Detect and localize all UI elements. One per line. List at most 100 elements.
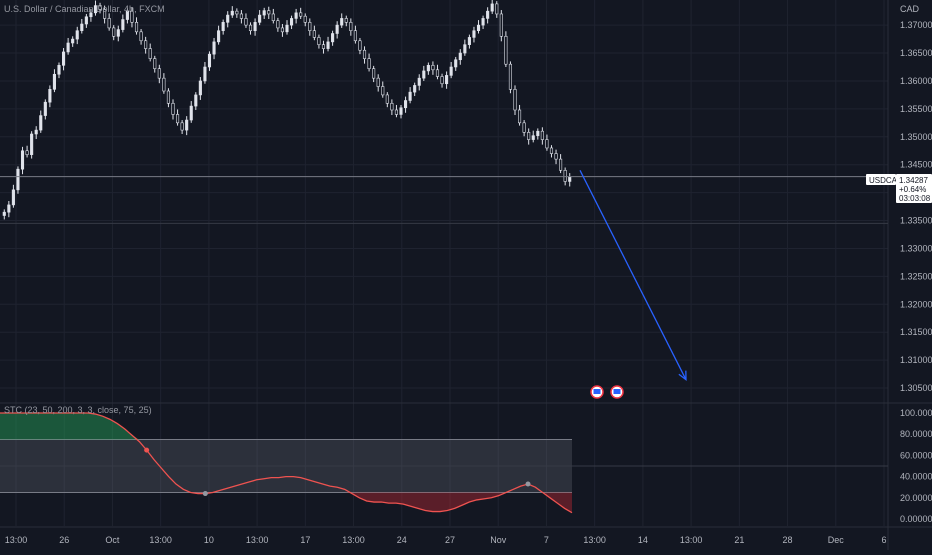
candle-body [335, 24, 339, 34]
price-tick-label: 1.32500 [900, 271, 932, 281]
candle-body [440, 76, 444, 85]
candle-body [125, 10, 129, 20]
candle-body [2, 211, 6, 216]
axis-layer: 1.37000 1.36500 1.36000 1.35500 1.35000 1.345… [5, 20, 932, 545]
candle-body [508, 63, 512, 90]
candle-body [57, 65, 61, 75]
candle-body [203, 66, 207, 82]
candle-body [189, 105, 193, 121]
candle-body [34, 129, 38, 135]
candle-body [253, 22, 257, 32]
chart-title: U.S. Dollar / Canadian Dollar, 4h, FXCM [4, 4, 165, 14]
price-tick-label: 1.35000 [900, 132, 932, 142]
candle-body [148, 48, 152, 59]
candle-body [413, 85, 417, 93]
candle-body [25, 150, 29, 155]
stc-layer [0, 412, 888, 514]
candle-body [331, 33, 335, 43]
candle-body [48, 89, 52, 103]
candle-body [239, 13, 243, 19]
candle-body [116, 29, 120, 37]
price-tick-label: 1.34500 [900, 160, 932, 170]
candle-body [362, 49, 367, 59]
forecast-arrow-head [678, 370, 687, 381]
candle-body [317, 37, 321, 45]
candle-body [372, 68, 376, 79]
candle-body [385, 94, 389, 104]
candle-body [93, 5, 98, 14]
candle-body [431, 65, 435, 71]
candle-body [504, 35, 508, 65]
candle-body [458, 52, 462, 61]
time-tick-label: 13:00 [149, 535, 172, 545]
price-tick-label: 1.37000 [900, 20, 932, 30]
candle-body [454, 59, 458, 68]
candle-body [308, 22, 312, 32]
candle-body [153, 58, 157, 69]
stc-cross-marker [144, 447, 150, 453]
candle-body [417, 77, 421, 86]
stc-line [0, 412, 573, 514]
stc-label: STC (23, 50, 200, 3, 3, close, 75, 25) [4, 405, 152, 415]
candle-body [381, 86, 385, 96]
candle-body [89, 12, 93, 18]
candle-body [52, 73, 56, 90]
candle-body [248, 24, 253, 32]
candle-body [217, 30, 221, 43]
time-tick-label: 13:00 [680, 535, 703, 545]
candle-body [198, 80, 202, 96]
time-tick-label: 26 [59, 535, 69, 545]
candle-body [499, 13, 503, 37]
candle-body [11, 189, 15, 206]
candle-body [476, 24, 481, 32]
price-tick-label: 1.36500 [900, 48, 932, 58]
candle-body [276, 20, 280, 29]
candle-body [130, 10, 134, 23]
candle-body [540, 130, 544, 140]
candle-body [235, 10, 239, 15]
candle-body [554, 153, 558, 160]
time-tick-label: Nov [490, 535, 507, 545]
stc-tick-label: 0.00000 [900, 514, 932, 524]
time-tick-label: Oct [105, 535, 120, 545]
candle-body [194, 94, 198, 107]
candle-body [20, 150, 25, 170]
price-tick-label: 1.32000 [900, 299, 932, 309]
time-tick-label: 13:00 [583, 535, 606, 545]
candle-body [290, 18, 294, 26]
stc-overbought-fill [0, 413, 572, 440]
candle-body [212, 41, 216, 55]
candle-body [80, 23, 84, 32]
candle-body [271, 13, 275, 21]
price-tick-label: 1.30500 [900, 383, 932, 393]
candle-body [121, 19, 125, 30]
price-tag-values-bg [896, 174, 932, 203]
candle-body [340, 18, 344, 26]
candle-body [463, 44, 467, 54]
time-tick-label: 10 [204, 535, 214, 545]
price-tick-label: 1.31500 [900, 327, 932, 337]
candle-body [244, 18, 248, 26]
candle-body [367, 58, 371, 69]
price-tag-change: +0.64% [899, 185, 926, 194]
stc-cross-marker [202, 491, 208, 497]
candle-body [445, 75, 449, 85]
candle-body [312, 30, 316, 38]
forecast-arrow-line [579, 169, 687, 380]
stc-tick-label: 20.00000 [900, 493, 932, 503]
candle-body [435, 69, 440, 77]
candle-body [221, 22, 225, 32]
candle-body [531, 135, 535, 140]
candle-body [7, 204, 11, 213]
candle-body [75, 30, 79, 40]
candle-body [157, 68, 161, 79]
time-tick-label: 28 [783, 535, 793, 545]
candle-body [522, 122, 526, 133]
candle-body [84, 16, 88, 25]
candle-body [303, 15, 307, 23]
overlay-layer [0, 169, 888, 399]
price-tag: USDCAD 1.34287 +0.64% 03:03:08 [866, 174, 932, 203]
candle-body [171, 102, 175, 115]
stc-cross-marker [525, 481, 531, 487]
